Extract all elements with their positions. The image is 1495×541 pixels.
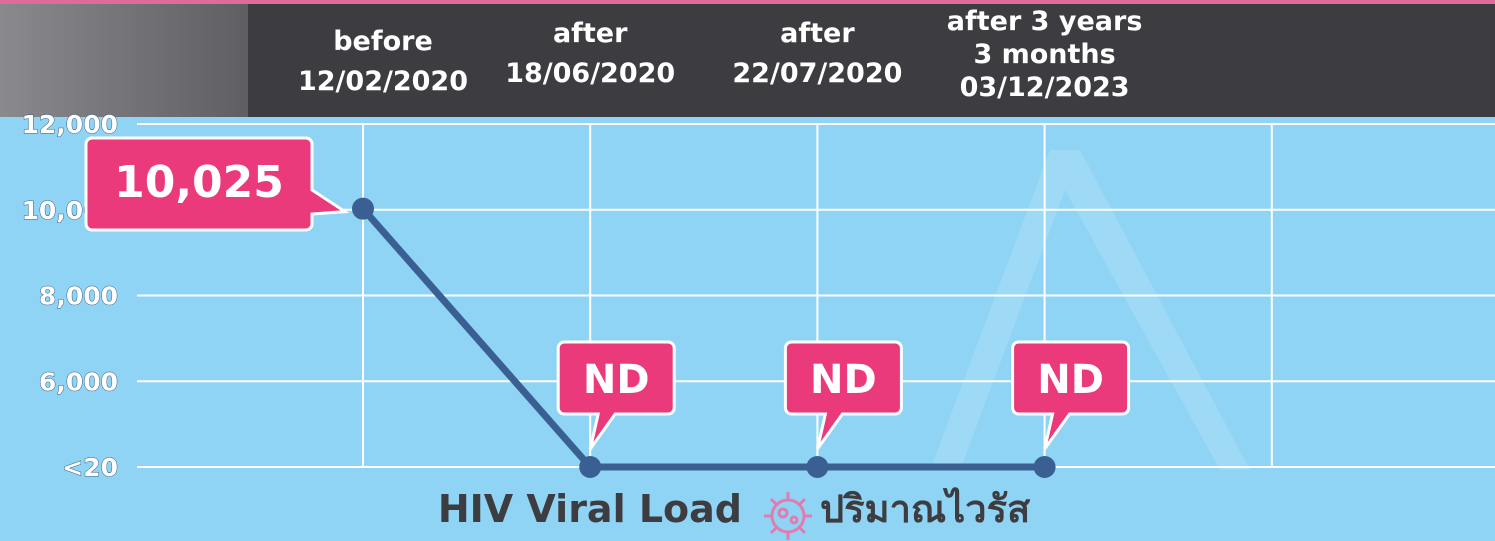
data-label: ND <box>1037 357 1104 403</box>
x-tick-label: after <box>553 18 628 49</box>
y-tick-label: 8,000 <box>39 282 118 311</box>
y-tick-label: <20 <box>62 453 118 482</box>
header <box>248 0 1495 117</box>
header-corner <box>0 0 248 117</box>
x-tick-label: 03/12/2023 <box>960 72 1130 103</box>
line <box>360 206 1045 471</box>
x-tick-label: 12/02/2020 <box>298 66 468 97</box>
x-tick-label: 18/06/2020 <box>505 58 675 89</box>
plot <box>352 197 1056 478</box>
point <box>1033 456 1056 478</box>
y-tick-label: 6,000 <box>39 367 118 396</box>
labels: <206,0008,00010,00012,000before12/02/202… <box>21 6 1143 483</box>
chart-title: HIV Viral Load <box>438 487 742 531</box>
point <box>352 197 374 220</box>
x-tick-label: after 3 years <box>947 6 1143 37</box>
callout <box>783 340 903 450</box>
y-tick-label: 12,000 <box>22 110 118 139</box>
callout <box>556 340 676 450</box>
virus-icon <box>764 492 812 540</box>
point <box>579 456 602 478</box>
data-label: ND <box>810 357 877 403</box>
data-label: 10,025 <box>114 157 284 208</box>
x-tick-label: 22/07/2020 <box>732 58 902 89</box>
data-label: ND <box>583 357 650 403</box>
callout <box>1011 340 1131 450</box>
callout <box>84 136 350 232</box>
watermark <box>930 150 1250 470</box>
point <box>806 456 829 478</box>
x-tick-label: before <box>333 26 433 57</box>
chart-subtitle: ปริมาณไวรัส <box>820 487 1031 531</box>
x-tick-label: 3 months <box>973 39 1115 70</box>
top-strip <box>0 0 1495 4</box>
x-tick-label: after <box>780 18 855 49</box>
